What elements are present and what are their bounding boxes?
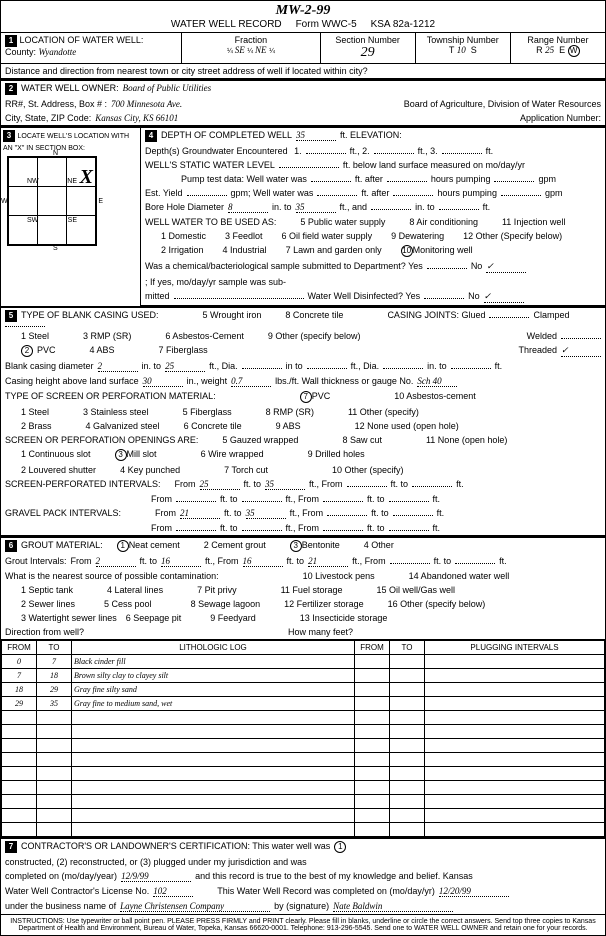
sec1-num: 1 xyxy=(5,35,17,47)
e: E xyxy=(98,198,103,205)
x-mark: X xyxy=(80,166,93,189)
u10-circle: 10 xyxy=(401,245,413,257)
range-val: 25 xyxy=(545,45,554,55)
s2-addr: RR#, St. Address, Box # : 700 Minnesota … xyxy=(1,97,605,111)
sec3-num: 3 xyxy=(3,130,15,142)
township-label: Township Number xyxy=(427,35,499,45)
q1: SE xyxy=(235,45,245,55)
table-row xyxy=(2,739,605,753)
sec4-num: 4 xyxy=(145,130,157,142)
ne: NE xyxy=(67,178,77,185)
table-row xyxy=(2,725,605,739)
est: Est. Yield xyxy=(145,188,183,198)
s1-label: LOCATION OF WATER WELL: xyxy=(20,35,144,45)
ksa: KSA 82a-1212 xyxy=(371,19,436,30)
s2-label: WATER WELL OWNER: xyxy=(21,83,119,93)
elev: ft. ELEVATION: xyxy=(340,130,402,140)
section-grid: NW NE SW SE N S W E X xyxy=(7,156,97,246)
table-row: 718Brown silty clay to clayey silt xyxy=(2,669,605,683)
s4-label: DEPTH OF COMPLETED WELL xyxy=(161,130,292,140)
sec2-num: 2 xyxy=(5,83,17,95)
bore1: 8 xyxy=(228,202,268,213)
table-row: 07Black cinder fill xyxy=(2,655,605,669)
county-val: Wyandotte xyxy=(39,47,77,57)
est2: gpm; Well water was xyxy=(231,188,314,198)
appno: Application Number: xyxy=(520,113,601,123)
w: W xyxy=(1,198,8,205)
lithologic-table: FROM TO LITHOLOGIC LOG FROM TO PLUGGING … xyxy=(1,640,605,837)
range-label: Range Number xyxy=(527,35,588,45)
sec7-num: 7 xyxy=(5,841,17,853)
s5-row1: 5 TYPE OF BLANK CASING USED: 5 Wrought i… xyxy=(1,306,605,329)
distance: Distance and direction from nearest town… xyxy=(5,66,368,76)
ft2: ft., 3. xyxy=(418,146,438,156)
s: S xyxy=(53,245,58,252)
table-row xyxy=(2,711,605,725)
table-row xyxy=(2,809,605,823)
hours: hours pumping xyxy=(431,174,491,184)
distance-row: Distance and direction from nearest town… xyxy=(1,64,605,79)
q2: NE xyxy=(255,45,267,55)
s3-label: LOCATE WELL'S LOCATION WITH AN "X" IN SE… xyxy=(3,133,129,152)
bore2: 35 xyxy=(296,202,336,213)
board: Board of Agriculture, Division of Water … xyxy=(404,99,601,109)
sec6-num: 6 xyxy=(5,540,17,552)
section-label: Section Number xyxy=(335,35,400,45)
s4: 4 DEPTH OF COMPLETED WELL 35 ft. ELEVATI… xyxy=(141,128,605,306)
n: N xyxy=(53,150,58,157)
s2-owner: 2 WATER WELL OWNER: Board of Public Util… xyxy=(1,79,605,97)
form-page: MW-2-99 WATER WELL RECORD Form WWC-5 KSA… xyxy=(0,0,606,936)
nw: NW xyxy=(27,178,39,185)
section1-row: 1 LOCATION OF WATER WELL: County: Wyando… xyxy=(1,32,605,64)
swl: WELL'S STATIC WATER LEVEL xyxy=(145,160,275,170)
fraction: Fraction xyxy=(235,35,268,45)
owner: Board of Public Utilities xyxy=(123,83,211,93)
table-row xyxy=(2,823,605,837)
sw: SW xyxy=(27,217,38,224)
instructions: INSTRUCTIONS: Use typewriter or ball poi… xyxy=(1,915,605,935)
swl2: ft. below land surface measured on mo/da… xyxy=(343,160,525,170)
ts: S xyxy=(471,45,477,55)
city: Kansas City, KS 66101 xyxy=(95,113,178,123)
county-label: County: xyxy=(5,47,36,57)
s3-s4: 3 LOCATE WELL'S LOCATION WITH AN "X" IN … xyxy=(1,126,605,306)
addr-label: RR#, St. Address, Box # : xyxy=(5,99,107,109)
depth: 35 xyxy=(296,130,336,141)
use: WELL WATER TO BE USED AS: xyxy=(145,217,276,227)
pump: Pump test data: Well water was xyxy=(181,174,307,184)
bore: Bore Hole Diameter xyxy=(145,202,224,212)
addr: 700 Minnesota Ave. xyxy=(111,99,182,109)
se: SE xyxy=(68,217,77,224)
form-title: WATER WELL RECORD xyxy=(171,19,282,30)
chem: Was a chemical/bacteriological sample su… xyxy=(145,261,423,271)
after: ft. after xyxy=(355,174,383,184)
header: MW-2-99 WATER WELL RECORD Form WWC-5 KSA… xyxy=(1,1,605,32)
ft3: ft. xyxy=(486,146,494,156)
c2-circle: 2 xyxy=(21,345,33,357)
gpm: gpm xyxy=(538,174,556,184)
form-no: Form WWC-5 xyxy=(296,19,357,30)
rw: W xyxy=(568,45,580,57)
table-row xyxy=(2,781,605,795)
city-label: City, State, ZIP Code: xyxy=(5,113,91,123)
township-val: 10 xyxy=(457,45,466,55)
gw1: Depth(s) Groundwater Encountered xyxy=(145,146,288,156)
s2-city: City, State, ZIP Code: Kansas City, KS 6… xyxy=(1,111,605,126)
s3: 3 LOCATE WELL'S LOCATION WITH AN "X" IN … xyxy=(1,128,141,306)
sec5-num: 5 xyxy=(5,310,17,322)
hand-id: MW-2-99 xyxy=(276,3,331,18)
table-row xyxy=(2,795,605,809)
ft1: ft., 2. xyxy=(350,146,370,156)
table-row: 1829Gray fine silty sand xyxy=(2,683,605,697)
re: E xyxy=(559,45,565,55)
table-row xyxy=(2,767,605,781)
section-val: 29 xyxy=(361,45,375,60)
table-row: 2935Gray fine to medium sand, wet xyxy=(2,697,605,711)
